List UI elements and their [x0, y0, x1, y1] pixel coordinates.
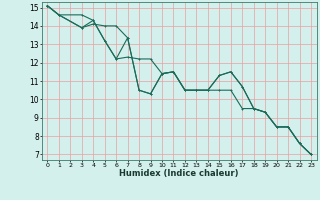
X-axis label: Humidex (Indice chaleur): Humidex (Indice chaleur): [119, 169, 239, 178]
